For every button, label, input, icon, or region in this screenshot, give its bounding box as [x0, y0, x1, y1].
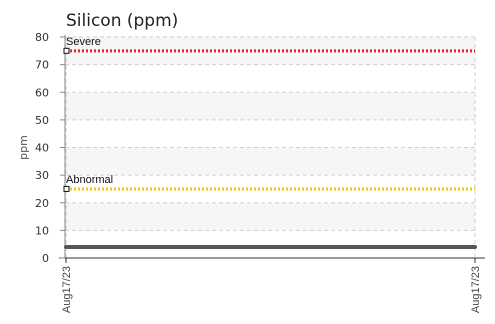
y-tick-label: 70: [35, 59, 49, 72]
y-tick-label: 30: [35, 169, 49, 182]
data-point: [473, 244, 477, 249]
y-ticks: 0 10 20 30 40 50 60 70 80: [35, 31, 65, 265]
axes: [59, 35, 485, 259]
y-tick-label: 10: [35, 224, 49, 237]
y-tick-label: 0: [42, 252, 49, 265]
y-tick-label: 60: [35, 86, 49, 99]
x-tick-label: Aug17/23: [61, 266, 73, 313]
plot-band: [65, 92, 475, 120]
x-tick-label: Aug17/23: [470, 266, 482, 313]
y-tick-label: 20: [35, 197, 49, 210]
threshold-marker: [63, 185, 70, 192]
data-series: [64, 244, 477, 249]
threshold-label: Abnormal: [66, 174, 113, 186]
y-tick-label: 50: [35, 114, 49, 127]
threshold-marker: [63, 47, 70, 54]
y-tick-label: 40: [35, 142, 49, 155]
threshold-label: Severe: [66, 36, 101, 48]
plot-band: [65, 147, 475, 176]
y-axis-label: ppm: [17, 135, 30, 160]
plot-bands: [65, 37, 475, 231]
data-point: [64, 244, 68, 249]
plot-band: [65, 202, 475, 231]
threshold-lines: Severe Abnormal: [63, 36, 475, 192]
chart-title: Silicon (ppm): [66, 11, 178, 31]
gridlines: [65, 36, 476, 258]
x-ticks: Aug17/23 Aug17/23: [61, 258, 482, 313]
y-tick-label: 80: [35, 31, 49, 44]
